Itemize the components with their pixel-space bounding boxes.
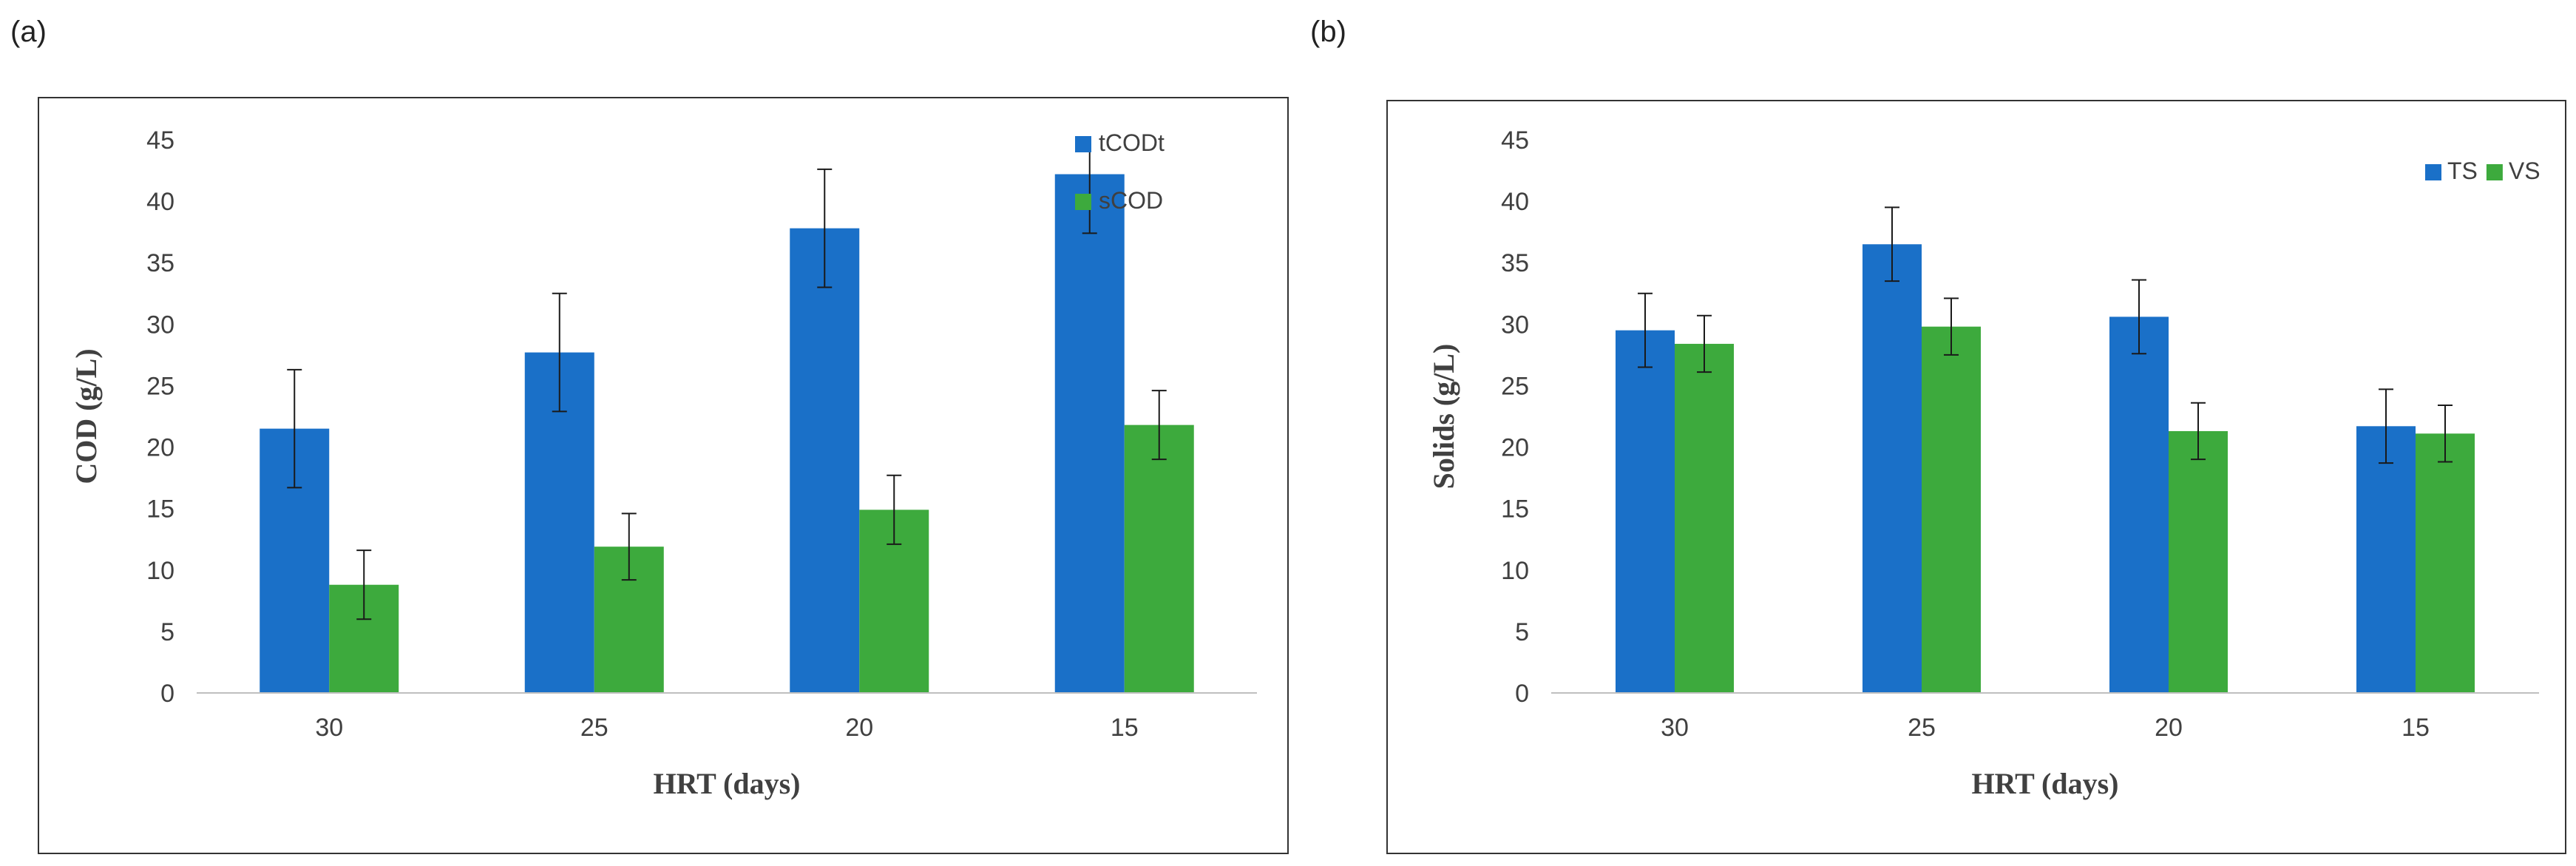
panel-b-x-tick-label: 25 <box>1908 714 1936 742</box>
panel-a-y-tick-label: 30 <box>146 311 174 339</box>
panel-a-x-axis-title: HRT (days) <box>653 767 800 800</box>
panel-a-error-bar-tcodt-25 <box>552 292 567 413</box>
panel-b-y-tick-label: 10 <box>1501 557 1529 585</box>
panel-b-bar-vs-20 <box>2169 430 2228 693</box>
panel-a-legend: tCODt sCOD <box>1075 129 1165 214</box>
panel-a-x-tick-label: 15 <box>1111 714 1139 742</box>
panel-a-letter: (a) <box>10 16 47 48</box>
panel-a-x-tick-labels: 30 25 20 15 <box>315 714 1138 742</box>
panel-b-y-tick-label: 20 <box>1501 434 1529 462</box>
panel-b-bar-ts-25 <box>1862 244 1922 693</box>
panel-b-bar-ts-20 <box>2109 317 2169 693</box>
panel-a-y-tick-label: 35 <box>146 249 174 277</box>
panel-b-error-bar-vs-25 <box>1944 297 1959 356</box>
panel-b-y-tick-labels: 0 5 10 15 20 25 30 35 40 45 <box>1501 126 1529 708</box>
panel-a-y-tick-label: 40 <box>146 188 174 216</box>
panel-a-error-bars <box>287 140 1167 620</box>
panel-b-legend-label-ts: TS <box>2447 158 2478 184</box>
panel-b-bar-ts-30 <box>1616 330 1675 693</box>
panel-a-y-tick-label: 5 <box>160 618 174 646</box>
panel-b-y-tick-label: 15 <box>1501 495 1529 524</box>
panel-a-bar-scod-15 <box>1124 424 1194 693</box>
panel-a-error-bar-scod-30 <box>356 549 372 620</box>
panel-b-y-tick-label: 40 <box>1501 188 1529 216</box>
panel-b-error-bar-ts-25 <box>1885 206 1899 283</box>
panel-b-legend: TS VS <box>2425 158 2541 184</box>
panel-b-legend-swatch-vs <box>2486 164 2503 180</box>
panel-a-legend-swatch-tcodt <box>1075 136 1091 152</box>
panel-a-y-tick-label: 10 <box>146 557 174 585</box>
panel-b-error-bar-vs-15 <box>2438 405 2453 463</box>
panel-a-bar-tcodt-20 <box>790 228 860 693</box>
panel-a-legend-label-scod: sCOD <box>1099 187 1163 214</box>
panel-b-letter: (b) <box>1310 16 1346 48</box>
panel-a-x-tick-label: 20 <box>845 714 873 742</box>
panel-a-bar-tcodt-15 <box>1054 174 1125 693</box>
panel-b-y-tick-label: 5 <box>1515 618 1529 646</box>
panel-b-y-tick-label: 25 <box>1501 372 1529 400</box>
panel-a-y-axis-title: COD (g/L) <box>70 348 103 484</box>
panel-b-x-tick-label: 20 <box>2155 714 2183 742</box>
panel-b-error-bar-ts-30 <box>1638 292 1653 368</box>
panel-a-legend-swatch-scod <box>1075 194 1091 210</box>
panel-b-y-tick-label: 35 <box>1501 249 1529 277</box>
panel-b-chart: 0 5 10 15 20 25 30 35 40 45 30 25 20 15 HRT (days) S… <box>1427 126 2541 800</box>
panel-a-error-bar-scod-25 <box>621 513 637 581</box>
panel-b-y-axis-title: Solids (g/L) <box>1427 344 1460 490</box>
panel-a-chart: 0 5 10 15 20 25 30 35 40 45 30 25 20 15 HRT (days) C… <box>70 126 1257 800</box>
panel-a-legend-label-tcodt: tCODt <box>1099 129 1165 156</box>
panel-b-error-bars <box>1638 206 2453 464</box>
panel-a-y-tick-label: 25 <box>146 372 174 400</box>
panel-a-error-bar-scod-15 <box>1151 390 1167 461</box>
panel-b-bar-vs-30 <box>1675 343 1734 693</box>
panel-b-y-tick-label: 0 <box>1515 680 1529 708</box>
panel-b-bar-vs-25 <box>1922 326 1981 693</box>
panel-b-bar-ts-15 <box>2356 426 2416 693</box>
panel-b-x-tick-labels: 30 25 20 15 <box>1661 714 2430 742</box>
panel-a-x-tick-label: 25 <box>580 714 609 742</box>
panel-b-y-tick-label: 45 <box>1501 126 1529 155</box>
panel-a-y-tick-label: 45 <box>146 126 174 155</box>
panel-b-legend-label-vs: VS <box>2509 158 2541 184</box>
panel-a-error-bar-tcodt-30 <box>287 368 302 489</box>
panel-b-x-axis-title: HRT (days) <box>1971 767 2118 800</box>
panel-b-error-bar-ts-20 <box>2132 279 2146 355</box>
panel-b-x-tick-label: 15 <box>2402 714 2430 742</box>
panel-b-error-bar-ts-15 <box>2379 388 2393 464</box>
panel-a-error-bar-tcodt-20 <box>817 168 833 288</box>
panel-b-error-bar-vs-30 <box>1697 314 1712 373</box>
panel-a-y-tick-label: 0 <box>160 680 174 708</box>
panel-a-error-bar-scod-20 <box>887 474 902 545</box>
panel-b-y-tick-label: 30 <box>1501 311 1529 339</box>
panel-b-x-tick-label: 30 <box>1661 714 1689 742</box>
panel-a-y-tick-label: 15 <box>146 495 174 524</box>
panel-a-y-tick-label: 20 <box>146 434 174 462</box>
panel-a-y-tick-labels: 0 5 10 15 20 25 30 35 40 45 <box>146 126 174 708</box>
panel-b-legend-swatch-ts <box>2425 164 2441 180</box>
panel-a-error-bar-tcodt-15 <box>1082 140 1097 234</box>
panel-a-x-tick-label: 30 <box>315 714 343 742</box>
panel-b-error-bar-vs-20 <box>2191 402 2206 461</box>
panel-b-bar-vs-15 <box>2416 433 2475 693</box>
panel-b-bars <box>1616 244 2475 693</box>
